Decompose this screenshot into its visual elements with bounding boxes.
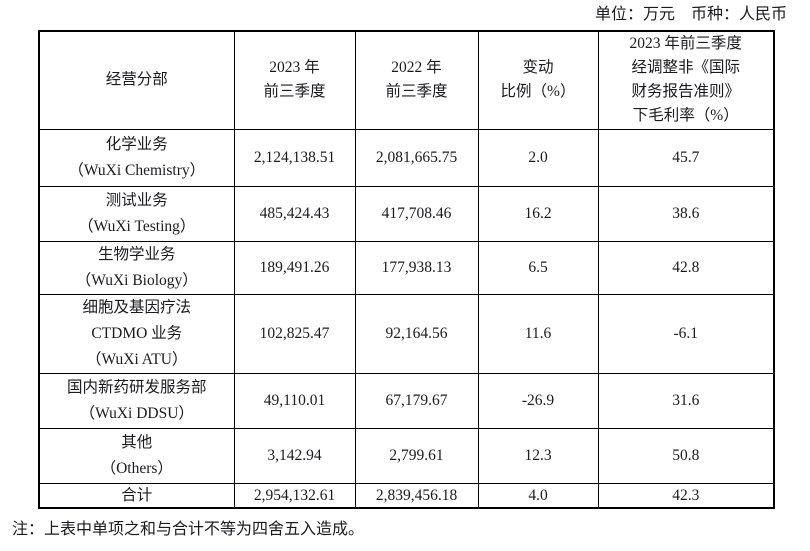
table-row: 其他 （Others） 3,142.94 2,799.61 12.3 50.8 xyxy=(38,427,775,484)
table-row: 测试业务 （WuXi Testing） 485,424.43 417,708.46 16… xyxy=(38,185,775,242)
value-2023-cell: 2,954,132.61 xyxy=(233,482,356,509)
column-header-change-pct: 变动 比例（%） xyxy=(477,30,599,130)
table-row: 化学业务 （WuXi Chemistry） 2,124,138.51 2,081,66… xyxy=(38,128,775,187)
value-2022-cell: 67,179.67 xyxy=(354,372,479,429)
segment-cell: 测试业务 （WuXi Testing） xyxy=(38,185,235,242)
value-2022-cell: 177,938.13 xyxy=(354,240,479,295)
table-body: 化学业务 （WuXi Chemistry） 2,124,138.51 2,081,66… xyxy=(38,128,775,509)
unit-currency-label: 单位：万元 币种：人民币 xyxy=(594,6,787,23)
value-2023-cell: 485,424.43 xyxy=(233,185,356,242)
value-2022-cell: 92,164.56 xyxy=(354,293,479,374)
gross-margin-cell: 38.6 xyxy=(597,185,775,242)
change-pct-cell: 12.3 xyxy=(477,427,599,484)
value-2023-cell: 49,110.01 xyxy=(233,372,356,429)
segment-cell: 细胞及基因疗法 CTDMO 业务 （WuXi ATU） xyxy=(38,293,235,374)
gross-margin-cell: 42.8 xyxy=(597,240,775,295)
gross-margin-cell: 45.7 xyxy=(597,128,775,187)
value-2022-cell: 417,708.46 xyxy=(354,185,479,242)
gross-margin-cell: -6.1 xyxy=(597,293,775,374)
total-row: 合计 2,954,132.61 2,839,456.18 4.0 42.3 xyxy=(38,482,775,509)
value-2022-cell: 2,839,456.18 xyxy=(354,482,479,509)
header-row: 经营分部 2023 年前三季度 2022 年前三季度 变动 比例（%） 2023 年前三季… xyxy=(38,30,775,130)
gross-margin-cell: 50.8 xyxy=(597,427,775,484)
change-pct-cell: 16.2 xyxy=(477,185,599,242)
change-pct-cell: 11.6 xyxy=(477,293,599,374)
segment-cell: 国内新药研发服务部 （WuXi DDSU） xyxy=(38,372,235,429)
gross-margin-cell: 31.6 xyxy=(597,372,775,429)
value-2023-cell: 189,491.26 xyxy=(233,240,356,295)
table-header: 经营分部 2023 年前三季度 2022 年前三季度 变动 比例（%） 2023 年前三季… xyxy=(38,30,775,130)
table-row: 细胞及基因疗法 CTDMO 业务 （WuXi ATU） 102,825.47 92,16… xyxy=(38,293,775,374)
column-header-q3-2023: 2023 年前三季度 xyxy=(233,30,356,130)
value-2023-cell: 102,825.47 xyxy=(233,293,356,374)
value-2023-cell: 2,124,138.51 xyxy=(233,128,356,187)
table-row: 国内新药研发服务部 （WuXi DDSU） 49,110.01 67,179.67 -2… xyxy=(38,372,775,429)
value-2022-cell: 2,799.61 xyxy=(354,427,479,484)
value-2022-cell: 2,081,665.75 xyxy=(354,128,479,187)
change-pct-cell: 6.5 xyxy=(477,240,599,295)
rounding-footnote: 注：上表中单项之和与合计不等为四舍五入造成。 xyxy=(12,521,365,538)
column-header-gross-margin: 2023 年前三季度 经调整非《国际 财务报告准则》 下毛利率（%） xyxy=(597,30,775,130)
change-pct-cell: 2.0 xyxy=(477,128,599,187)
segments-table: 经营分部 2023 年前三季度 2022 年前三季度 变动 比例（%） 2023 年前三季… xyxy=(38,30,775,509)
column-header-segment: 经营分部 xyxy=(38,30,235,130)
change-pct-cell: -26.9 xyxy=(477,372,599,429)
segment-cell: 化学业务 （WuXi Chemistry） xyxy=(38,128,235,187)
segment-cell: 生物学业务 （WuXi Biology） xyxy=(38,240,235,295)
value-2023-cell: 3,142.94 xyxy=(233,427,356,484)
segment-cell: 合计 xyxy=(38,482,235,509)
gross-margin-cell: 42.3 xyxy=(597,482,775,509)
change-pct-cell: 4.0 xyxy=(477,482,599,509)
table-row: 生物学业务 （WuXi Biology） 189,491.26 177,938.13 6… xyxy=(38,240,775,295)
segment-cell: 其他 （Others） xyxy=(38,427,235,484)
column-header-q3-2022: 2022 年前三季度 xyxy=(354,30,479,130)
